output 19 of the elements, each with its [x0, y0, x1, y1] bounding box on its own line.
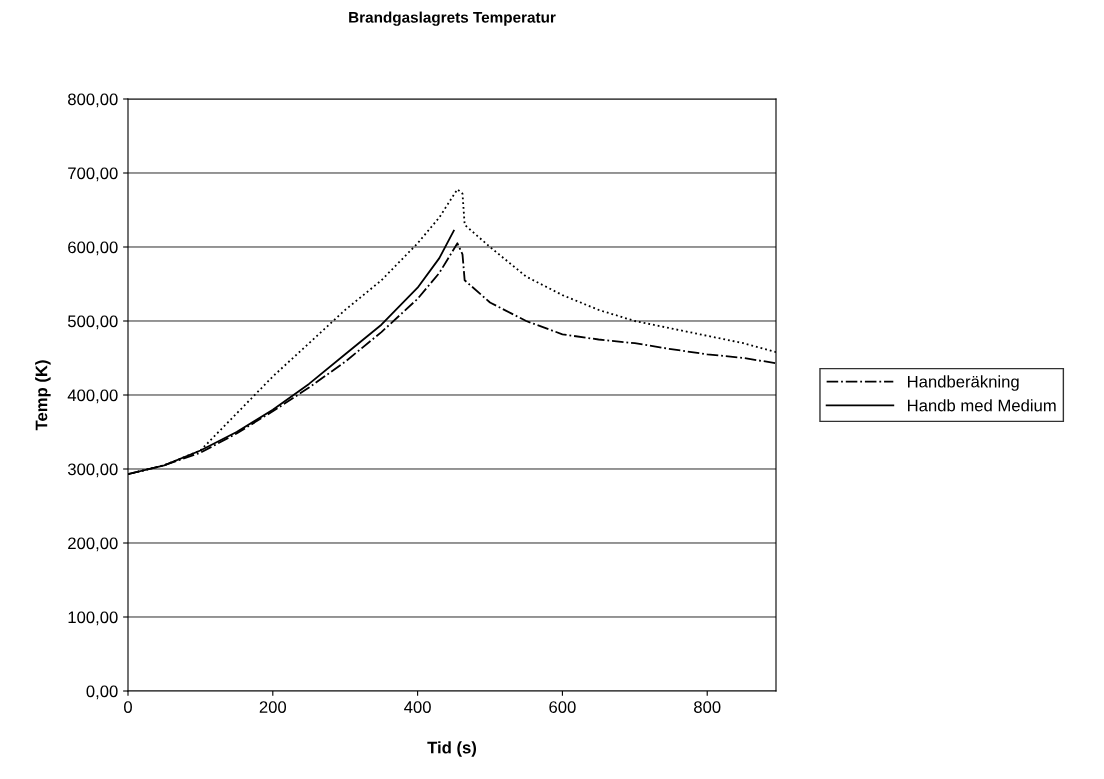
y-tick-label: 800,00 [68, 93, 118, 108]
x-tick-label: 200 [259, 701, 287, 713]
legend-label: Handberäkning [908, 375, 1019, 391]
y-tick-label: 700,00 [68, 167, 118, 182]
y-tick-label: 400,00 [67, 389, 118, 404]
x-tick-label: 600 [549, 701, 576, 713]
legend-label: Handb med Medium [908, 399, 1056, 412]
y-tick-label: 300,00 [67, 463, 118, 478]
y-axis-title: Temp (K) [35, 360, 51, 431]
y-tick-label: 0,00 [86, 685, 118, 700]
x-axis-title: Tid (s) [427, 741, 477, 757]
x-tick-label: 800 [694, 701, 721, 713]
y-tick-label: 500,00 [67, 315, 118, 330]
x-tick-label: 400 [404, 701, 431, 713]
chart-title: Brandgaslagrets Temperatur [349, 11, 556, 26]
x-tick-label: 0 [124, 701, 132, 713]
y-tick-label: 200,00 [68, 537, 118, 552]
y-tick-label: 600,00 [68, 241, 118, 256]
y-tick-label: 100,00 [68, 611, 118, 626]
